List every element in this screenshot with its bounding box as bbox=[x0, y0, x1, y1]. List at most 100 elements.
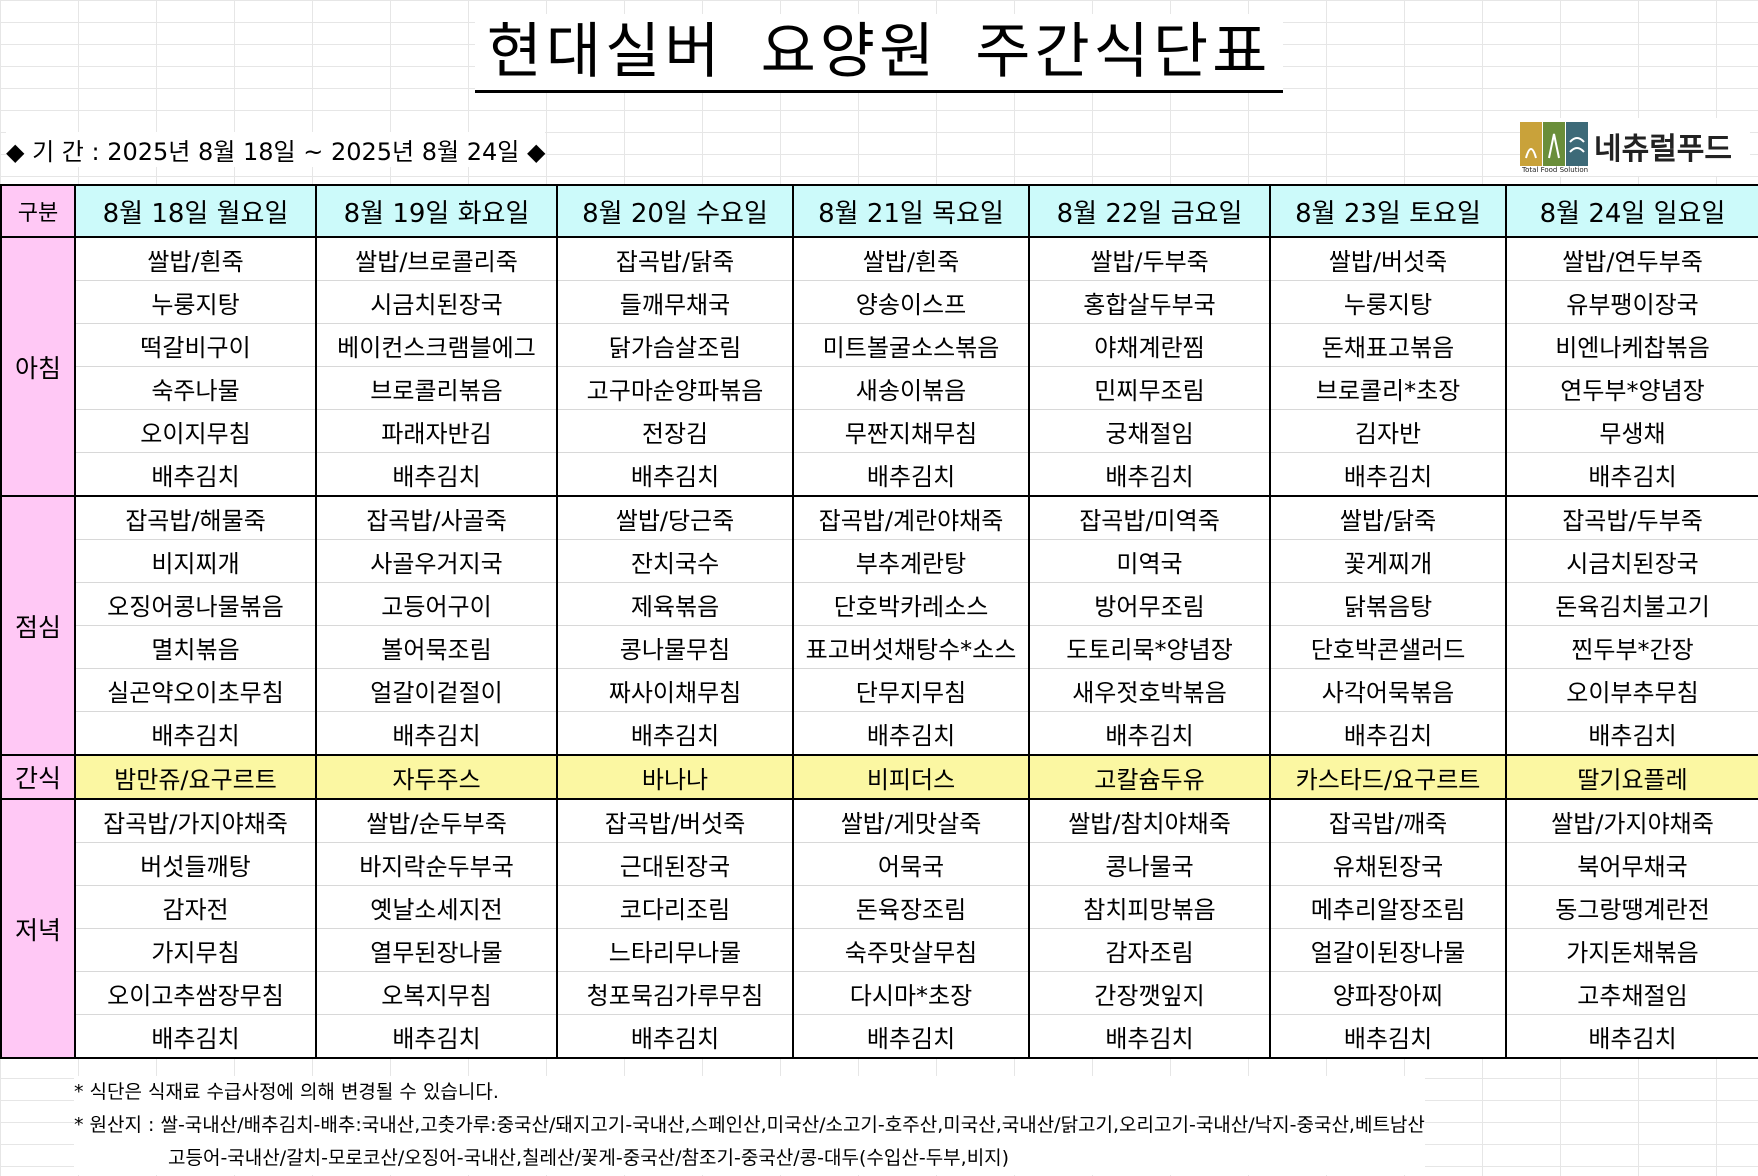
lunch-item: 단호박카레소스 bbox=[792, 582, 1030, 626]
breakfast-item: 돈채표고볶음 bbox=[1269, 323, 1507, 367]
lunch-item: 사골우거지국 bbox=[315, 539, 558, 583]
header-day: 8월 22일 금요일 bbox=[1028, 184, 1271, 238]
dinner-item: 감자조림 bbox=[1028, 928, 1271, 972]
breakfast-item: 쌀밥/흰죽 bbox=[74, 236, 317, 281]
lunch-item: 부추계란탕 bbox=[792, 539, 1030, 583]
breakfast-item: 무짠지채무침 bbox=[792, 409, 1030, 453]
breakfast-item: 쌀밥/흰죽 bbox=[792, 236, 1030, 281]
snack-item: 비피더스 bbox=[792, 754, 1030, 800]
snack-item: 고칼슘두유 bbox=[1028, 754, 1271, 800]
lunch-item: 꽃게찌개 bbox=[1269, 539, 1507, 583]
breakfast-item: 미트볼굴소스볶음 bbox=[792, 323, 1030, 367]
lunch-item: 배추김치 bbox=[556, 711, 794, 756]
page-title: 현대실버 요양원 주간식단표 bbox=[474, 14, 1284, 93]
lunch-item: 잡곡밥/해물죽 bbox=[74, 495, 317, 540]
breakfast-item: 떡갈비구이 bbox=[74, 323, 317, 367]
lunch-item: 찐두부*간장 bbox=[1505, 625, 1758, 669]
lunch-item: 고등어구이 bbox=[315, 582, 558, 626]
dinner-item: 코다리조림 bbox=[556, 885, 794, 929]
logo-sub: Total Food Solution bbox=[1522, 166, 1589, 174]
dinner-item: 잡곡밥/버섯죽 bbox=[556, 798, 794, 843]
lunch-item: 오이부추무침 bbox=[1505, 668, 1758, 712]
breakfast-item: 시금치된장국 bbox=[315, 280, 558, 324]
lunch-row: 배추김치 배추김치 배추김치 배추김치 배추김치 배추김치 배추김치 bbox=[1, 711, 1758, 756]
dinner-item: 열무된장나물 bbox=[315, 928, 558, 972]
lunch-item: 콩나물무침 bbox=[556, 625, 794, 669]
lunch-item: 볼어묵조림 bbox=[315, 625, 558, 669]
dinner-item: 배추김치 bbox=[315, 1014, 558, 1059]
dinner-item: 바지락순두부국 bbox=[315, 842, 558, 886]
lunch-item: 짜사이채무침 bbox=[556, 668, 794, 712]
dinner-item: 오이고추쌈장무침 bbox=[74, 971, 317, 1015]
lunch-row: 비지찌개 사골우거지국 잔치국수 부추계란탕 미역국 꽃게찌개 시금치된장국 bbox=[1, 539, 1758, 583]
breakfast-item: 배추김치 bbox=[74, 452, 317, 497]
header-gubun: 구분 bbox=[0, 184, 76, 238]
breakfast-item: 베이컨스크램블에그 bbox=[315, 323, 558, 367]
weekly-menu-table: 구분 8월 18일 월요일 8월 19일 화요일 8월 20일 수요일 8월 2… bbox=[0, 184, 1758, 1059]
breakfast-item: 고구마순양파볶음 bbox=[556, 366, 794, 410]
breakfast-item: 김자반 bbox=[1269, 409, 1507, 453]
notes: * 식단은 식재료 수급사정에 의해 변경될 수 있습니다. * 원산지 : 쌀… bbox=[74, 1076, 1425, 1175]
lunch-item: 사각어묵볶음 bbox=[1269, 668, 1507, 712]
lunch-item: 잡곡밥/사골죽 bbox=[315, 495, 558, 540]
snack-label: 간식 bbox=[0, 754, 76, 800]
lunch-item: 돈육김치불고기 bbox=[1505, 582, 1758, 626]
dinner-item: 배추김치 bbox=[792, 1014, 1030, 1059]
lunch-item: 얼갈이겉절이 bbox=[315, 668, 558, 712]
note-line: * 식단은 식재료 수급사정에 의해 변경될 수 있습니다. bbox=[74, 1081, 499, 1103]
dinner-item: 어묵국 bbox=[792, 842, 1030, 886]
breakfast-item: 브로콜리*초장 bbox=[1269, 366, 1507, 410]
breakfast-item: 배추김치 bbox=[315, 452, 558, 497]
lunch-item: 배추김치 bbox=[1505, 711, 1758, 756]
header-row: 구분 8월 18일 월요일 8월 19일 화요일 8월 20일 수요일 8월 2… bbox=[0, 184, 1758, 238]
dinner-item: 잡곡밥/가지야채죽 bbox=[74, 798, 317, 843]
breakfast-item: 닭가슴살조림 bbox=[556, 323, 794, 367]
logo-icon bbox=[1520, 122, 1588, 166]
lunch-item: 닭볶음탕 bbox=[1269, 582, 1507, 626]
lunch-item: 잡곡밥/두부죽 bbox=[1505, 495, 1758, 540]
dinner-item: 배추김치 bbox=[1028, 1014, 1271, 1059]
breakfast-item: 숙주나물 bbox=[74, 366, 317, 410]
lunch-item: 쌀밥/닭죽 bbox=[1269, 495, 1507, 540]
breakfast-item: 새송이볶음 bbox=[792, 366, 1030, 410]
dinner-item: 유채된장국 bbox=[1269, 842, 1507, 886]
breakfast-item: 쌀밥/연두부죽 bbox=[1505, 236, 1758, 281]
lunch-item: 쌀밥/당근죽 bbox=[556, 495, 794, 540]
dinner-row: 오이고추쌈장무침 오복지무침 청포묵김가루무침 다시마*초장 간장깻잎지 양파장아찌 고추채… bbox=[1, 971, 1758, 1015]
dinner-item: 가지무침 bbox=[74, 928, 317, 972]
dinner-item: 배추김치 bbox=[1269, 1014, 1507, 1059]
breakfast-item: 홍합살두부국 bbox=[1028, 280, 1271, 324]
snack-item: 바나나 bbox=[556, 754, 794, 800]
breakfast-item: 무생채 bbox=[1505, 409, 1758, 453]
dinner-item: 쌀밥/게맛살죽 bbox=[792, 798, 1030, 843]
breakfast-item: 전장김 bbox=[556, 409, 794, 453]
dinner-item: 옛날소세지전 bbox=[315, 885, 558, 929]
dinner-item: 느타리무나물 bbox=[556, 928, 794, 972]
header-day: 8월 18일 월요일 bbox=[74, 184, 317, 238]
breakfast-label: 아침 bbox=[0, 236, 76, 497]
page-title-wrap: 현대실버 요양원 주간식단표 bbox=[0, 14, 1758, 93]
breakfast-item: 연두부*양념장 bbox=[1505, 366, 1758, 410]
lunch-item: 배추김치 bbox=[315, 711, 558, 756]
breakfast-item: 배추김치 bbox=[556, 452, 794, 497]
breakfast-row: 배추김치 배추김치 배추김치 배추김치 배추김치 배추김치 배추김치 bbox=[1, 452, 1758, 497]
lunch-label: 점심 bbox=[0, 495, 76, 756]
dinner-label: 저녁 bbox=[0, 798, 76, 1059]
header-day: 8월 20일 수요일 bbox=[556, 184, 794, 238]
lunch-item: 잔치국수 bbox=[556, 539, 794, 583]
header-day: 8월 19일 화요일 bbox=[315, 184, 558, 238]
lunch-item: 실곤약오이초무침 bbox=[74, 668, 317, 712]
dinner-item: 쌀밥/가지야채죽 bbox=[1505, 798, 1758, 843]
lunch-item: 배추김치 bbox=[1028, 711, 1271, 756]
breakfast-item: 잡곡밥/닭죽 bbox=[556, 236, 794, 281]
dinner-item: 콩나물국 bbox=[1028, 842, 1271, 886]
breakfast-item: 양송이스프 bbox=[792, 280, 1030, 324]
breakfast-item: 쌀밥/버섯죽 bbox=[1269, 236, 1507, 281]
snack-row: 간식 밤만쥬/요구르트 자두주스 바나나 비피더스 고칼슘두유 카스타드/요구르트 딸기요플레 bbox=[0, 754, 1758, 800]
breakfast-item: 야채계란찜 bbox=[1028, 323, 1271, 367]
breakfast-item: 쌀밥/브로콜리죽 bbox=[315, 236, 558, 281]
lunch-item: 새우젓호박볶음 bbox=[1028, 668, 1271, 712]
snack-item: 딸기요플레 bbox=[1505, 754, 1758, 800]
lunch-item: 배추김치 bbox=[792, 711, 1030, 756]
period-label: ◆ 기 간 : 2025년 8월 18일 ~ 2025년 8월 24일 ◆ bbox=[6, 132, 546, 167]
